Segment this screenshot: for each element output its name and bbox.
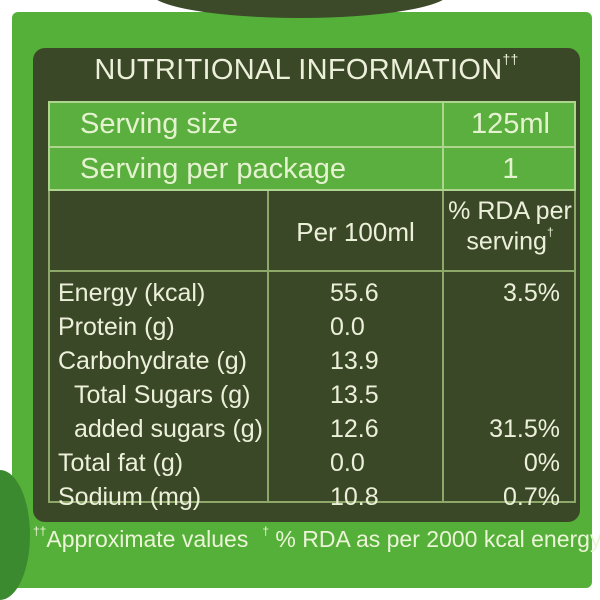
rda-header-line1: % RDA per	[448, 197, 572, 225]
serving-size-value: 125ml	[471, 108, 550, 140]
serving-size-row: Serving size 125ml	[50, 103, 574, 148]
nutrient-row-total-sugars: Total Sugars (g) 13.5	[50, 381, 574, 415]
nutrient-rda: 0%	[523, 449, 560, 477]
nutrient-name: Sodium (mg)	[58, 483, 202, 511]
nutrient-per-100ml: 55.6	[330, 279, 379, 307]
footnote-text-1: Approximate values	[46, 526, 249, 552]
nutrient-per-100ml: 12.6	[330, 415, 379, 443]
nutrient-table: Per 100ml % RDA per serving† Energy (kcal…	[48, 191, 576, 511]
rda-header-mark: †	[546, 225, 554, 239]
nutrient-name: Carbohydrate (g)	[58, 347, 247, 375]
serving-table: Serving size 125ml Serving per package 1	[48, 101, 576, 191]
servings-per-package-row: Serving per package 1	[50, 148, 574, 191]
top-edge-shape	[150, 0, 450, 18]
rda-header-line2: serving	[466, 227, 547, 256]
nutrient-row-protein: Protein (g) 0.0	[50, 313, 574, 347]
title-mark: ††	[502, 51, 519, 68]
serving-size-label: Serving size	[80, 108, 238, 140]
nutrition-panel: NUTRITIONAL INFORMATION†† Serving size 1…	[33, 48, 580, 522]
nutrient-rda: 31.5%	[489, 415, 560, 443]
nutrient-name: Total fat (g)	[58, 449, 184, 477]
nutrient-per-100ml: 13.9	[330, 347, 379, 375]
nutrition-title: NUTRITIONAL INFORMATION††	[33, 51, 580, 87]
nutrient-per-100ml: 0.0	[330, 313, 365, 341]
nutrient-rda: 0.7%	[503, 483, 560, 511]
column-divider-2	[442, 191, 444, 501]
column-divider-1	[267, 191, 269, 501]
footnote: ††Approximate values † % RDA as per 2000 …	[33, 524, 600, 553]
footnote-text-2: % RDA as per 2000 kcal energy.	[269, 526, 600, 552]
nutrient-per-100ml: 10.8	[330, 483, 379, 511]
rda-header: % RDA per serving†	[444, 199, 576, 254]
servings-per-package-value: 1	[502, 153, 519, 185]
footnote-mark-2: †	[262, 524, 270, 539]
nutrient-per-100ml: 0.0	[330, 449, 365, 477]
nutrient-row-carbohydrate: Carbohydrate (g) 13.9	[50, 347, 574, 381]
nutrient-row-energy: Energy (kcal) 55.6 3.5%	[50, 279, 574, 313]
footnote-mark-1: ††	[33, 524, 47, 539]
nutrient-name: Energy (kcal)	[58, 279, 206, 307]
nutrient-per-100ml: 13.5	[330, 381, 379, 409]
nutrient-rda: 3.5%	[503, 279, 560, 307]
nutrient-row-total-fat: Total fat (g) 0.0 0%	[50, 449, 574, 483]
title-text: NUTRITIONAL INFORMATION	[94, 54, 503, 86]
nutrient-name: Total Sugars (g)	[74, 381, 251, 409]
nutrient-name: Protein (g)	[58, 313, 175, 341]
nutrient-row-added-sugars: added sugars (g) 12.6 31.5%	[50, 415, 574, 449]
nutrient-rows: Energy (kcal) 55.6 3.5% Protein (g) 0.0 …	[50, 279, 574, 517]
header-divider	[50, 270, 574, 272]
servings-per-package-label: Serving per package	[80, 153, 346, 185]
nutrient-name: added sugars (g)	[74, 415, 264, 443]
nutrient-row-sodium: Sodium (mg) 10.8 0.7%	[50, 483, 574, 517]
per-100ml-header: Per 100ml	[296, 217, 415, 247]
footnote-part-2: † % RDA as per 2000 kcal energy.	[262, 524, 600, 552]
